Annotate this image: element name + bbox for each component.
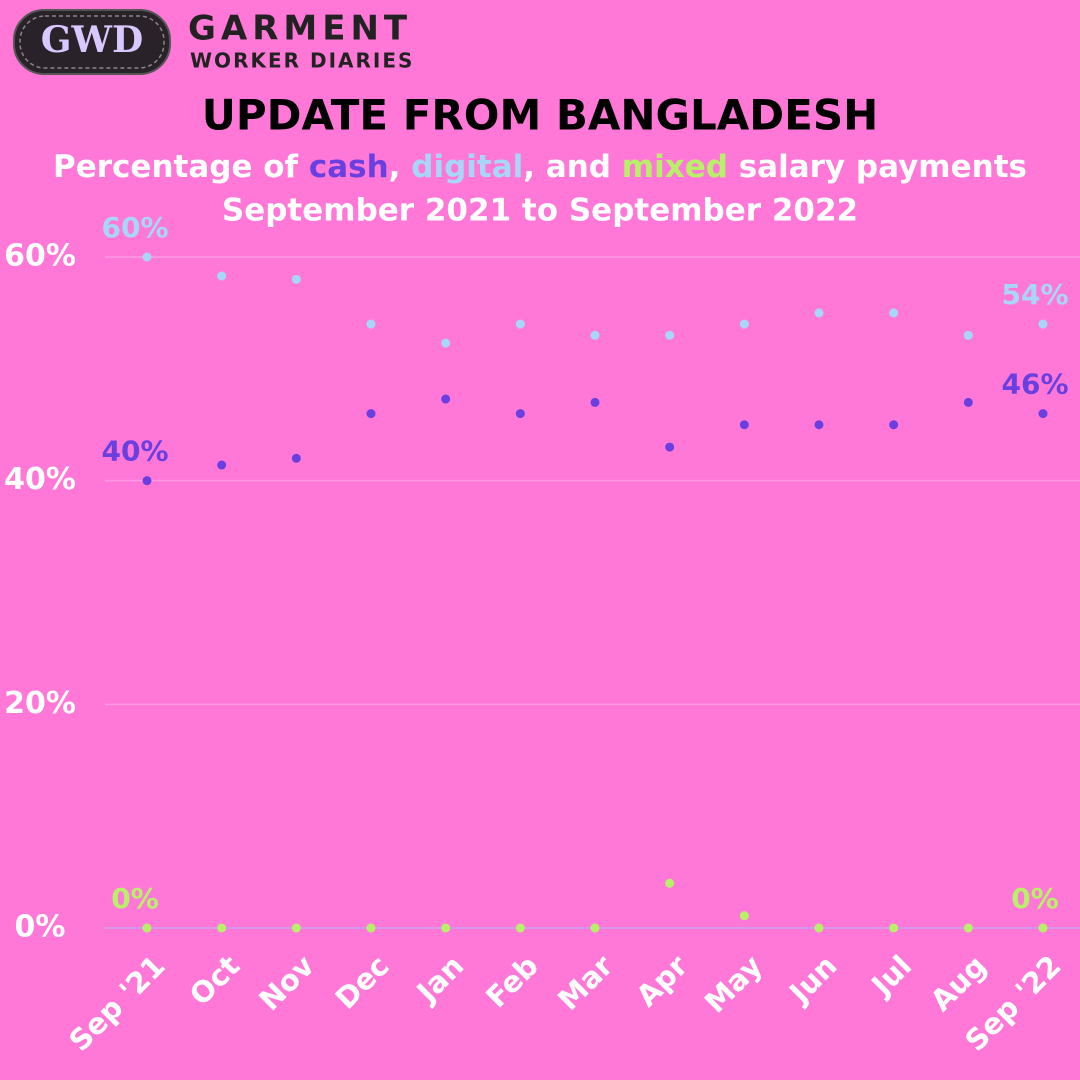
data-point	[515, 319, 525, 329]
data-point	[142, 923, 152, 933]
data-point	[441, 923, 451, 933]
data-point	[665, 330, 675, 340]
data-point	[217, 271, 227, 281]
legend-entry: cash	[309, 149, 389, 185]
subtitle-part: Percentage of	[53, 149, 309, 185]
data-point	[889, 308, 899, 318]
logo-name: GARMENT	[188, 9, 412, 49]
data-point	[366, 923, 376, 933]
data-point	[963, 397, 973, 407]
y-tick-label: 60%	[4, 239, 76, 274]
data-point	[590, 330, 600, 340]
logo-mark: GWD	[41, 19, 143, 61]
logo-tagline: WORKER DIARIES	[190, 49, 414, 73]
logo-stitch	[19, 15, 165, 69]
data-point	[291, 923, 301, 933]
data-point	[366, 409, 376, 419]
data-label: 60%	[101, 211, 168, 244]
data-point	[515, 923, 525, 933]
data-point	[889, 420, 899, 430]
data-point	[142, 476, 152, 486]
data-label: 54%	[1001, 278, 1068, 311]
data-point	[1038, 409, 1048, 419]
data-point	[963, 923, 973, 933]
logo-badge	[13, 9, 171, 75]
y-tick-label: 20%	[4, 686, 76, 721]
data-label: 0%	[111, 882, 159, 915]
subtitle-part: , and	[523, 149, 622, 185]
legend-entry: digital	[411, 149, 523, 185]
data-point	[441, 394, 451, 404]
data-point	[217, 923, 227, 933]
data-point	[590, 923, 600, 933]
legend-entry: mixed	[622, 149, 728, 185]
data-point	[1038, 923, 1048, 933]
data-point	[665, 442, 675, 452]
y-tick-label: 0%	[15, 910, 66, 945]
data-point	[441, 338, 451, 348]
data-label: 46%	[1001, 368, 1068, 401]
chart-subtitle: Percentage of cash, digital, and mixed s…	[53, 149, 1027, 185]
data-label: 0%	[1011, 882, 1059, 915]
data-point	[1038, 319, 1048, 329]
chart-title: UPDATE FROM BANGLADESH	[202, 91, 878, 140]
data-point	[889, 923, 899, 933]
data-point	[217, 460, 227, 470]
data-point	[739, 911, 749, 921]
subtitle-part: salary payments	[728, 149, 1027, 185]
chart-subtitle-2: September 2021 to September 2022	[222, 193, 858, 229]
data-label: 40%	[101, 435, 168, 468]
data-point	[366, 319, 376, 329]
data-point	[739, 420, 749, 430]
data-point	[590, 397, 600, 407]
data-point	[142, 252, 152, 262]
data-point	[963, 330, 973, 340]
data-point	[515, 409, 525, 419]
subtitle-part: ,	[389, 149, 412, 185]
data-point	[291, 274, 301, 284]
data-point	[739, 319, 749, 329]
y-tick-label: 40%	[4, 462, 76, 497]
data-point	[814, 420, 824, 430]
data-point	[665, 878, 675, 888]
data-point	[814, 308, 824, 318]
data-point	[291, 453, 301, 463]
data-point	[814, 923, 824, 933]
